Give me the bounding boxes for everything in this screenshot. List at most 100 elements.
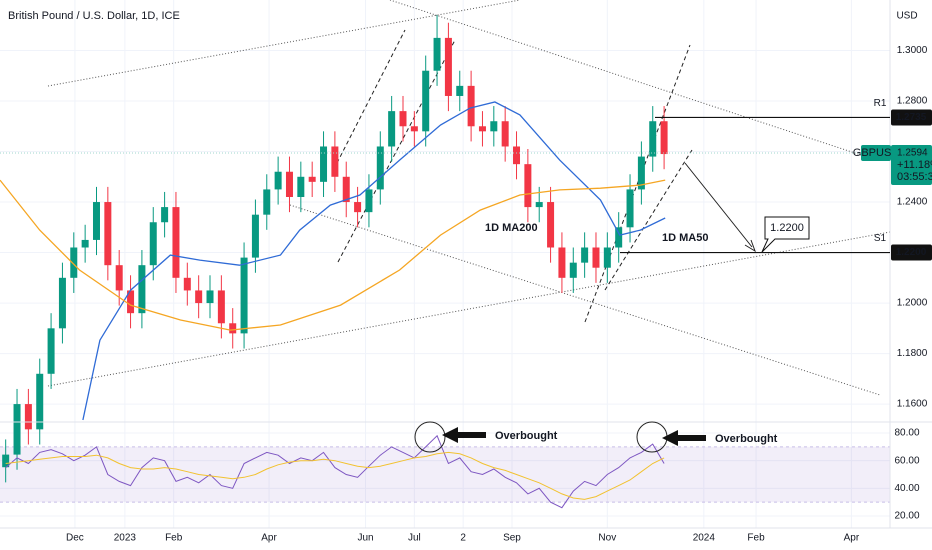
candle-body <box>467 85 475 127</box>
x-tick-label: Jun <box>357 533 373 544</box>
currency: USD <box>896 11 917 22</box>
channel-line <box>584 44 691 323</box>
rsi-tick-label: 60.00 <box>894 455 919 466</box>
candle-body <box>274 171 282 190</box>
candle-body <box>92 202 100 240</box>
candle-body <box>149 222 157 266</box>
y-tick-label: 1.3000 <box>897 45 928 56</box>
candle-body <box>569 262 577 278</box>
y-tick-label: 1.2400 <box>897 197 928 208</box>
candle-body <box>206 290 214 304</box>
candle-body <box>47 328 55 374</box>
arrow <box>662 430 706 446</box>
trendlines <box>47 0 891 396</box>
level-tag-label: 1.2735 <box>896 112 927 123</box>
candle-body <box>388 111 396 147</box>
level-tag <box>891 109 932 126</box>
candle-body <box>513 146 521 165</box>
candle-body <box>342 176 350 203</box>
x-tick-label: 2 <box>460 533 466 544</box>
candle-body <box>263 189 271 215</box>
grid <box>0 0 890 528</box>
circle <box>414 421 446 453</box>
candle-body <box>308 176 316 182</box>
candle-body <box>535 202 543 208</box>
countdown: 03:55:34 <box>897 171 932 183</box>
rsi-tick-label: 40.00 <box>894 483 919 494</box>
rsi-tick-label: 20.00 <box>894 511 919 522</box>
candle-body <box>444 37 452 96</box>
series-label: 1D MA50 <box>662 232 708 244</box>
arrow-head <box>744 239 756 253</box>
candle-body <box>433 37 441 71</box>
candle-body <box>251 214 259 258</box>
arrow <box>684 162 753 248</box>
callout <box>761 216 810 253</box>
candle-body <box>422 70 430 132</box>
candle-body <box>581 247 589 263</box>
candle-body <box>229 323 237 334</box>
price-tag-label: 1.2594 <box>897 148 928 159</box>
candle-body <box>2 454 10 468</box>
x-tick-label: Apr <box>844 533 860 544</box>
candle-body <box>603 247 611 268</box>
candle-body <box>365 189 373 213</box>
trendline <box>289 204 881 396</box>
candle-body <box>58 277 66 329</box>
candle-body <box>637 156 645 190</box>
candle-body <box>320 146 328 182</box>
candle-body <box>172 207 180 278</box>
level-tag-label: 1.2200 <box>896 247 927 258</box>
candle-body <box>127 290 135 314</box>
price-tag <box>891 145 932 186</box>
rsi-line <box>5 434 665 509</box>
level-name: S1 <box>874 233 887 244</box>
annotation: Overbought <box>495 430 558 442</box>
x-tick-label: Feb <box>165 533 183 544</box>
candle-body <box>285 171 293 197</box>
candle-body <box>70 247 78 278</box>
x-tick-label: Feb <box>747 533 765 544</box>
candle-body <box>592 247 600 268</box>
candle-body <box>558 247 566 278</box>
candle-body <box>115 265 123 291</box>
symbol-tag <box>861 145 891 162</box>
candle-body <box>240 257 248 334</box>
candle-body <box>649 121 657 157</box>
x-tick-label: Nov <box>598 533 616 544</box>
x-tick-label: Dec <box>66 533 84 544</box>
level-tag <box>891 244 932 261</box>
candle-body <box>490 121 498 132</box>
callout-label: 1.2200 <box>770 222 804 234</box>
price-change: +11.18% <box>897 159 932 171</box>
candle-body <box>217 290 225 324</box>
x-tick-label: Jul <box>408 533 421 544</box>
candle-body <box>410 126 418 132</box>
candle-body <box>138 265 146 314</box>
candle-body <box>399 111 407 127</box>
candle-body <box>660 121 668 155</box>
y-tick-label: 1.2000 <box>897 298 928 309</box>
x-tick-label: 2023 <box>114 533 137 544</box>
trendline <box>47 0 521 87</box>
arrow <box>442 427 486 443</box>
rsi-callouts <box>414 421 706 453</box>
candle-body <box>376 146 384 190</box>
ma-line <box>0 179 666 331</box>
chart-title: British Pound / U.S. Dollar, 1D, ICE <box>8 10 180 22</box>
candle-body <box>547 202 555 248</box>
candle-body <box>478 126 486 132</box>
channel-line <box>336 29 406 164</box>
candle-body <box>331 146 339 177</box>
y-tick-label: 1.1600 <box>897 399 928 410</box>
candle-body <box>615 227 623 248</box>
rsi-line <box>5 451 665 500</box>
x-tick-label: 2024 <box>693 533 716 544</box>
candle-body <box>524 164 532 208</box>
candle-body <box>626 189 634 228</box>
candle-body <box>297 176 305 197</box>
level-name: R1 <box>874 98 887 109</box>
candle-body <box>104 202 112 266</box>
rsi-tick-label: 80.00 <box>894 428 919 439</box>
